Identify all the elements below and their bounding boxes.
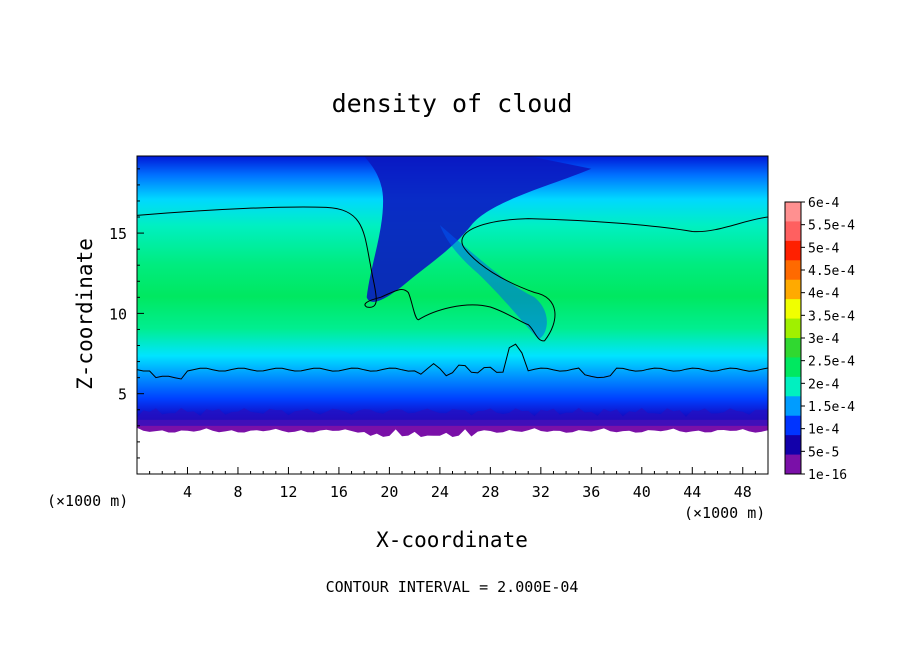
colorbar-swatch xyxy=(785,338,801,358)
colorbar-label: 5.5e-4 xyxy=(808,219,855,234)
x-tick-label: 4 xyxy=(183,483,192,501)
colorbar-swatch xyxy=(785,260,801,281)
y-tick-label: 15 xyxy=(109,225,127,243)
x-tick-label: 48 xyxy=(734,483,752,501)
plot-area xyxy=(136,155,769,475)
colorbar-swatch xyxy=(785,240,801,261)
x-tick-label: 24 xyxy=(431,483,449,501)
y-tick-label: 10 xyxy=(109,305,127,323)
x-tick-label: 32 xyxy=(532,483,550,501)
x-tick-label: 16 xyxy=(330,483,348,501)
colorbar-label: 2e-4 xyxy=(808,377,839,392)
x-tick-label: 28 xyxy=(481,483,499,501)
colorbar-swatch xyxy=(785,202,801,222)
colorbar-swatch xyxy=(785,318,801,339)
contour-line-upper xyxy=(137,206,768,342)
colorbar-label: 4e-4 xyxy=(808,287,839,302)
colorbar-swatch xyxy=(785,415,801,436)
colorbar-swatch xyxy=(785,279,801,300)
x-tick-label: 40 xyxy=(633,483,651,501)
colorbar-swatch xyxy=(785,357,801,378)
contour-interval-note: CONTOUR INTERVAL = 2.000E-04 xyxy=(326,578,579,596)
colorbar-label: 3.5e-4 xyxy=(808,309,855,324)
contour-line-lower xyxy=(137,343,768,380)
cloud-base-bumps xyxy=(137,407,768,426)
colorbar-label: 6e-4 xyxy=(808,196,839,211)
colorbar-swatch xyxy=(785,435,801,456)
colorbar-label: 1.5e-4 xyxy=(808,400,855,415)
colorbar-label: 1e-4 xyxy=(808,423,839,438)
colorbar-swatch xyxy=(785,454,801,475)
chart-title: density of cloud xyxy=(332,89,573,118)
x-tick-label: 20 xyxy=(380,483,398,501)
colorbar-label: 3e-4 xyxy=(808,332,839,347)
colorbar-label: 5e-4 xyxy=(808,241,839,256)
dry-plume xyxy=(364,156,592,302)
colorbar-swatch xyxy=(785,396,801,417)
x-axis-label: X-coordinate xyxy=(376,528,528,552)
y-axis: 5 10 15 xyxy=(109,168,144,459)
dry-plume-edge xyxy=(439,225,547,340)
colorbar-label: 4.5e-4 xyxy=(808,264,855,279)
y-axis-label: Z-coordinate xyxy=(73,238,97,390)
colorbar-label: 1e-16 xyxy=(808,468,847,483)
colorbar-label: 5e-5 xyxy=(808,445,839,460)
colorbar-swatch xyxy=(785,376,801,397)
y-unit-label: (×1000 m) xyxy=(47,492,128,510)
colorbar: 6e-4 5.5e-4 5e-4 4.5e-4 4e-4 3.5e-4 3e-4 2.5e-4… xyxy=(784,196,855,483)
colorbar-swatch xyxy=(785,299,801,320)
x-tick-label: 36 xyxy=(582,483,600,501)
x-tick-label: 44 xyxy=(683,483,701,501)
colorbar-label: 2.5e-4 xyxy=(808,355,855,370)
y-tick-label: 5 xyxy=(118,386,127,404)
x-unit-label: (×1000 m) xyxy=(684,504,765,522)
x-tick-label: 8 xyxy=(233,483,242,501)
x-axis: 4 8 12 16 20 24 28 32 36 40 44 48 xyxy=(149,467,756,501)
colorbar-swatch xyxy=(785,221,801,242)
x-tick-label: 12 xyxy=(279,483,297,501)
